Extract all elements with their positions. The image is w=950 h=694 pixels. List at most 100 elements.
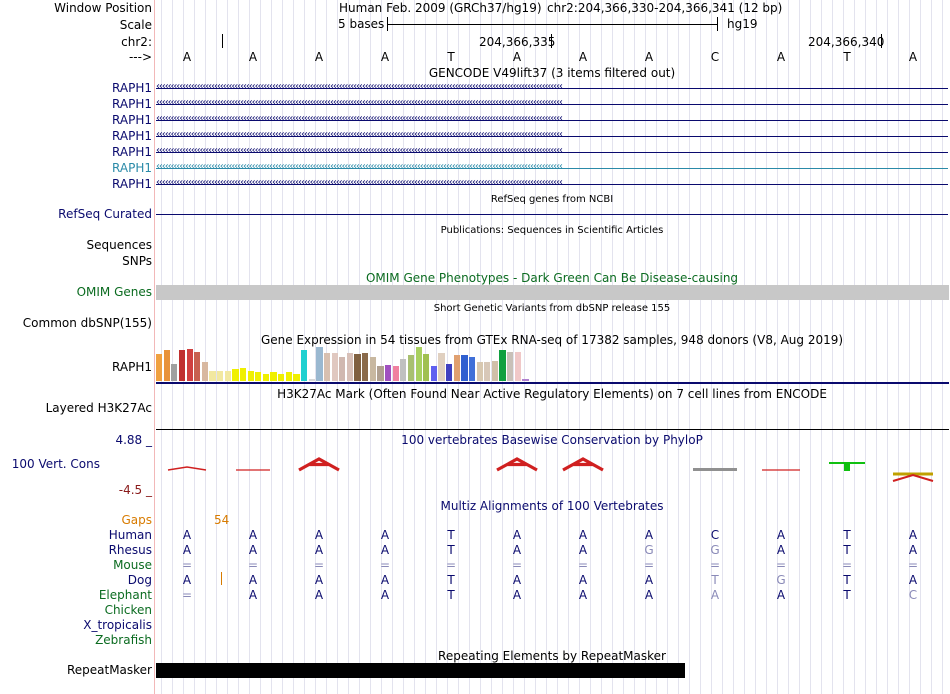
gtex-tissue-bar[interactable] (438, 353, 445, 381)
alignment-base: = (643, 558, 655, 572)
gtex-tissue-bar[interactable] (476, 362, 483, 381)
gtex-tissue-bar[interactable] (224, 371, 231, 381)
coord-tick (881, 34, 882, 48)
gtex-tissue-bar[interactable] (461, 355, 468, 381)
alignment-base: A (512, 573, 522, 587)
refseq-gene-line[interactable] (156, 214, 948, 215)
gencode-gene-label[interactable]: RAPH1 (112, 177, 152, 191)
refseq-track-label[interactable]: RefSeq Curated (58, 207, 152, 221)
gtex-tissue-bar[interactable] (392, 366, 399, 381)
gtex-tissue-bar[interactable] (156, 354, 163, 381)
gtex-tissue-bar[interactable] (369, 357, 376, 381)
gtex-tissue-bar[interactable] (301, 350, 308, 381)
gtex-tissue-bar[interactable] (346, 353, 354, 381)
gtex-tissue-bar[interactable] (316, 347, 323, 381)
h3k27ac-track-label[interactable]: Layered H3K27Ac (45, 401, 152, 415)
gtex-track-label[interactable]: RAPH1 (112, 360, 152, 374)
phylop-track-label[interactable]: 100 Vert. Cons (11, 457, 100, 471)
gtex-tissue-bar[interactable] (247, 371, 254, 381)
gtex-tissue-bar[interactable] (217, 371, 224, 381)
species-label[interactable]: Human (108, 528, 152, 542)
gtex-tissue-bar[interactable] (377, 366, 384, 381)
gtex-tissue-bar[interactable] (293, 374, 300, 381)
alignment-base: = (247, 558, 259, 572)
gtex-tissue-bar[interactable] (514, 352, 521, 381)
gtex-tissue-bar[interactable] (285, 372, 292, 381)
gtex-tissue-bar[interactable] (400, 359, 407, 381)
gtex-tissue-bar[interactable] (354, 354, 361, 381)
gencode-gene-line[interactable] (156, 120, 948, 121)
gtex-tissue-bar[interactable] (308, 379, 315, 381)
species-label[interactable]: Rhesus (108, 543, 152, 557)
strand-arrows: ‹‹‹‹‹‹‹‹‹‹‹‹‹‹‹‹‹‹‹‹‹‹‹‹‹‹‹‹‹‹‹‹‹‹‹‹‹‹‹‹… (156, 97, 563, 108)
gtex-tissue-bar[interactable] (163, 350, 170, 381)
repeat-element-bar[interactable] (156, 663, 685, 678)
gtex-tissue-bar[interactable] (423, 354, 430, 381)
species-label[interactable]: Mouse (113, 558, 152, 572)
gtex-tissue-bar[interactable] (384, 365, 392, 381)
alignment-base: T (843, 573, 851, 587)
gencode-gene-line[interactable] (156, 88, 948, 89)
gtex-tissue-bar[interactable] (262, 374, 270, 381)
gtex-tissue-bar[interactable] (362, 353, 369, 381)
gtex-tissue-bar[interactable] (278, 374, 285, 381)
gridline (579, 0, 580, 694)
gtex-tissue-bar[interactable] (209, 371, 216, 381)
gencode-gene-label[interactable]: RAPH1 (112, 145, 152, 159)
gtex-tissue-bar[interactable] (239, 368, 247, 381)
gtex-tissue-bar[interactable] (446, 364, 453, 381)
gencode-gene-label[interactable]: RAPH1 (112, 161, 152, 175)
gencode-gene-line[interactable] (156, 104, 948, 105)
gencode-gene-line[interactable] (156, 152, 948, 153)
gencode-gene-label[interactable]: RAPH1 (112, 129, 152, 143)
scale-bar-right-tick (717, 17, 718, 31)
gridline (381, 0, 382, 694)
species-label[interactable]: Zebrafish (95, 633, 152, 647)
gtex-tissue-bar[interactable] (507, 352, 514, 381)
species-label[interactable]: Chicken (104, 603, 152, 617)
gencode-gene-label[interactable]: RAPH1 (112, 81, 152, 95)
omim-track-label[interactable]: OMIM Genes (76, 285, 152, 299)
strand-arrows: ‹‹‹‹‹‹‹‹‹‹‹‹‹‹‹‹‹‹‹‹‹‹‹‹‹‹‹‹‹‹‹‹‹‹‹‹‹‹‹‹… (156, 113, 563, 124)
gencode-gene-label[interactable]: RAPH1 (112, 113, 152, 127)
gtex-tissue-bar[interactable] (178, 350, 186, 381)
gtex-tissue-bar[interactable] (194, 352, 201, 381)
gtex-tissue-bar[interactable] (468, 357, 476, 381)
gridline (755, 0, 756, 694)
gtex-tissue-bar[interactable] (491, 361, 499, 381)
gtex-track-title: Gene Expression in 54 tissues from GTEx … (260, 333, 844, 347)
gencode-gene-line[interactable] (156, 184, 948, 185)
gtex-tissue-bar[interactable] (407, 355, 415, 381)
omim-gene-bar[interactable] (156, 285, 949, 300)
multiz-track-title: Multiz Alignments of 100 Vertebrates (440, 499, 664, 513)
gtex-tissue-bar[interactable] (484, 362, 491, 381)
sequences-track-label[interactable]: Sequences (86, 238, 152, 252)
gridline (865, 0, 866, 694)
gtex-tissue-bar[interactable] (201, 362, 208, 381)
gridline (942, 0, 943, 694)
species-label[interactable]: Elephant (98, 588, 152, 602)
gtex-tissue-bar[interactable] (415, 347, 422, 381)
gtex-tissue-bar[interactable] (339, 357, 346, 381)
gtex-tissue-bar[interactable] (331, 353, 338, 381)
gtex-tissue-bar[interactable] (323, 353, 331, 381)
gencode-gene-label[interactable]: RAPH1 (112, 97, 152, 111)
gtex-tissue-bar[interactable] (270, 372, 277, 381)
gtex-tissue-bar[interactable] (255, 372, 262, 381)
gtex-tissue-bar[interactable] (171, 364, 178, 381)
snps-track-label[interactable]: SNPs (122, 254, 152, 268)
dbsnp-track-label[interactable]: Common dbSNP(155) (22, 316, 152, 330)
phylop-graph[interactable] (156, 455, 949, 490)
gtex-tissue-bar[interactable] (453, 355, 460, 381)
species-label[interactable]: X_tropicalis (83, 618, 152, 632)
gtex-tissue-bar[interactable] (186, 349, 193, 381)
species-label[interactable]: Dog (127, 573, 152, 587)
gtex-tissue-bar[interactable] (232, 369, 239, 381)
gencode-gene-line[interactable] (156, 136, 948, 137)
gtex-tissue-bar[interactable] (430, 366, 437, 381)
gtex-tissue-bar[interactable] (499, 350, 506, 381)
gencode-gene-line[interactable] (156, 168, 948, 169)
repeatmasker-track-label[interactable]: RepeatMasker (66, 663, 152, 677)
gtex-tissue-bar[interactable] (522, 379, 529, 381)
